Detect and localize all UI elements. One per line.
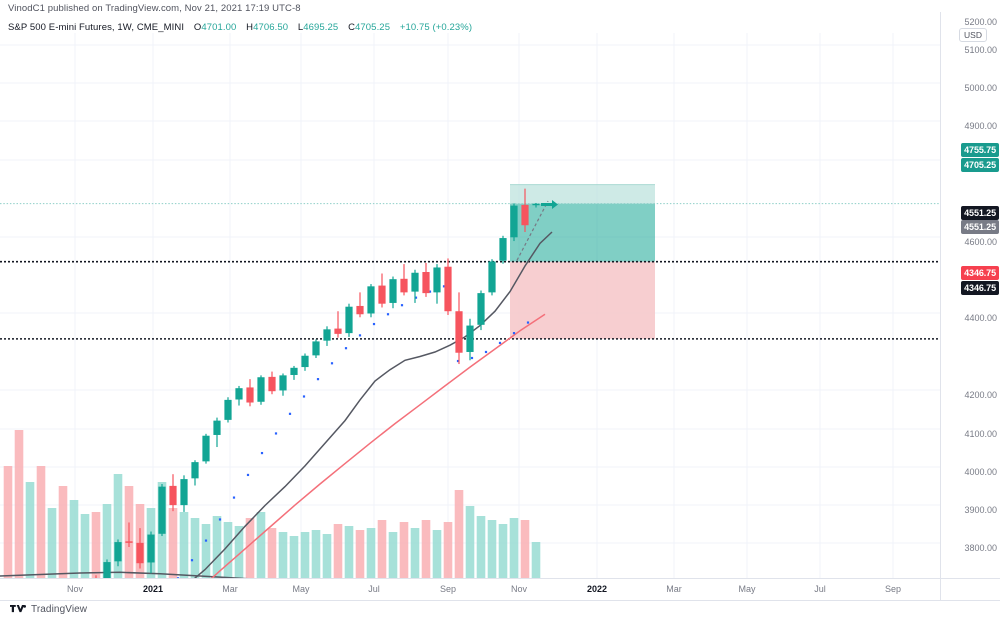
- price-tick-label: 4400.00: [964, 313, 997, 323]
- moving-average-volume-line: [0, 571, 248, 578]
- symbol-label[interactable]: S&P 500 E-mini Futures, 1W, CME_MINI: [8, 22, 185, 33]
- time-tick-label: May: [738, 584, 756, 594]
- bottom-status-bar: [0, 600, 1000, 624]
- price-marker-label[interactable]: 4346.75: [961, 266, 999, 280]
- price-tick-label: 4000.00: [964, 467, 997, 477]
- volume-histogram: [3, 430, 541, 578]
- price-tick-label: 3900.00: [964, 505, 997, 515]
- price-tick-label: 5000.00: [964, 83, 997, 93]
- time-tick-label: Nov: [510, 584, 528, 594]
- high-label: H: [246, 22, 254, 33]
- candlestick-series[interactable]: [4, 188, 540, 578]
- price-tick-label: 5100.00: [964, 45, 997, 55]
- time-tick-label: 2021: [142, 584, 164, 594]
- price-axis[interactable]: 5200.005100.005000.004900.004800.004600.…: [940, 12, 1000, 578]
- position-profit-box[interactable]: [510, 203, 655, 262]
- price-tick-label: 5200.00: [964, 17, 997, 27]
- chart-plot-area[interactable]: [0, 33, 940, 578]
- price-tick-label: 4900.00: [964, 121, 997, 131]
- time-axis[interactable]: Nov 2021 Mar May Jul Sep Nov 2022 Mar May Jul Sep: [0, 578, 941, 601]
- price-marker-label[interactable]: 4346.75: [961, 281, 999, 295]
- parabolic-sar-dots: [176, 285, 530, 578]
- change-value: +10.75 (+0.23%): [399, 22, 473, 33]
- open-value: 4701.00: [201, 22, 237, 33]
- position-target-upper-zone[interactable]: [510, 184, 655, 204]
- tradingview-logo[interactable]: TradingView: [10, 604, 87, 615]
- currency-badge: USD: [959, 28, 987, 42]
- chart-svg: [0, 33, 940, 578]
- axis-corner: [940, 578, 1000, 601]
- attribution-text: VinodC1 published on TradingView.com, No…: [8, 3, 301, 14]
- close-label: C: [348, 22, 356, 33]
- time-tick-label: Jul: [814, 584, 826, 594]
- time-tick-label: Jul: [368, 584, 380, 594]
- time-tick-label: 2022: [586, 584, 608, 594]
- open-label: O: [193, 22, 202, 33]
- price-marker-label[interactable]: 4755.75: [961, 143, 999, 157]
- time-tick-label: Nov: [66, 584, 84, 594]
- low-value: 4695.25: [303, 22, 339, 33]
- price-tick-label: 3800.00: [964, 543, 997, 553]
- price-tick-label: 4200.00: [964, 390, 997, 400]
- moving-average-dark-line: [193, 231, 553, 578]
- position-entry-trend-dashline: [516, 200, 549, 261]
- position-direction-arrow-icon: [541, 200, 558, 209]
- price-tick-label: 4600.00: [964, 237, 997, 247]
- price-marker-label[interactable]: 4551.25: [961, 206, 999, 220]
- time-tick-label: May: [292, 584, 310, 594]
- price-tick-label: 4100.00: [964, 429, 997, 439]
- low-label: L: [297, 22, 304, 33]
- high-value: 4706.50: [253, 22, 289, 33]
- close-value: 4705.25: [355, 22, 391, 33]
- time-tick-label: Mar: [666, 584, 682, 594]
- tradingview-wordmark: TradingView: [31, 604, 88, 615]
- price-marker-label[interactable]: 4705.25: [961, 158, 999, 172]
- position-loss-box[interactable]: [510, 261, 655, 339]
- moving-average-red-line: [210, 313, 546, 578]
- chart-legend: S&P 500 E-mini Futures, 1W, CME_MINI O47…: [8, 22, 472, 33]
- time-tick-label: Mar: [222, 584, 238, 594]
- time-tick-label: Sep: [439, 584, 457, 594]
- tradingview-mark-icon: [10, 605, 26, 613]
- time-tick-label: Sep: [884, 584, 902, 594]
- price-marker-label[interactable]: 4551.25: [961, 220, 999, 234]
